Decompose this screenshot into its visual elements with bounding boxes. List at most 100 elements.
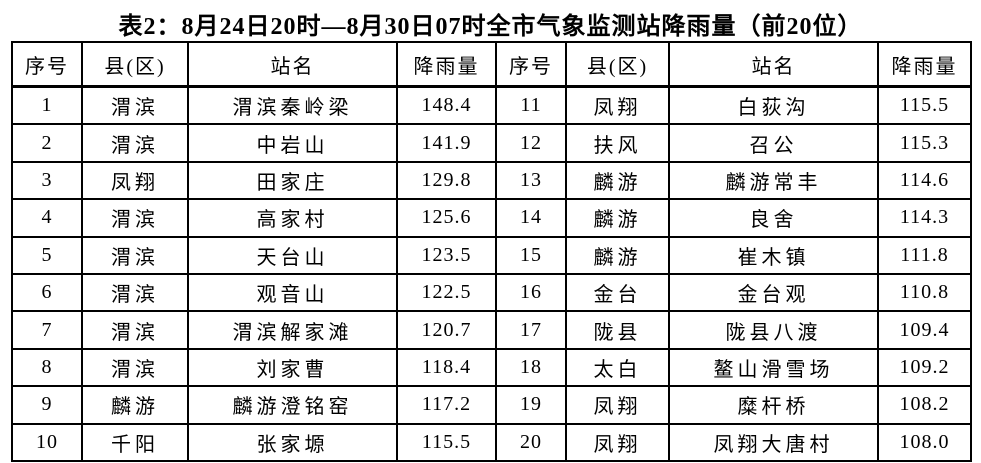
cell-rainfall: 110.8	[877, 272, 972, 313]
col-header-no-left: 序号	[11, 41, 83, 88]
cell-no: 5	[11, 235, 83, 275]
cell-rainfall: 114.3	[877, 198, 972, 238]
cell-station: 天台山	[187, 235, 398, 275]
cell-station: 鳌山滑雪场	[668, 347, 879, 388]
cell-rainfall: 111.8	[877, 235, 972, 275]
cell-station: 张家塬	[187, 422, 398, 463]
cell-no: 19	[495, 385, 567, 425]
table-row: 5 渭滨 天台山 123.5 15 麟游 崔木镇 111.8	[11, 235, 972, 275]
cell-rainfall: 108.0	[877, 422, 972, 463]
cell-county: 渭滨	[81, 123, 189, 163]
col-header-station-left: 站名	[187, 41, 398, 88]
col-header-no-right: 序号	[495, 41, 567, 88]
cell-no: 1	[11, 85, 83, 126]
cell-no: 9	[11, 385, 83, 425]
cell-station: 麟游澄铭窑	[187, 385, 398, 425]
cell-county: 金台	[565, 272, 670, 313]
cell-no: 8	[11, 347, 83, 388]
cell-rainfall: 148.4	[396, 85, 497, 126]
cell-rainfall: 109.2	[877, 347, 972, 388]
col-header-station-right: 站名	[668, 41, 879, 88]
table-row: 10 千阳 张家塬 115.5 20 凤翔 凤翔大唐村 108.0	[11, 422, 972, 463]
cell-station: 白荻沟	[668, 85, 879, 126]
cell-station: 刘家曹	[187, 347, 398, 388]
cell-no: 3	[11, 160, 83, 201]
cell-no: 14	[495, 198, 567, 238]
cell-county: 渭滨	[81, 198, 189, 238]
cell-county: 麟游	[81, 385, 189, 425]
cell-rainfall: 122.5	[396, 272, 497, 313]
cell-station: 田家庄	[187, 160, 398, 201]
cell-no: 20	[495, 422, 567, 463]
cell-station: 良舍	[668, 198, 879, 238]
page-title: 表2：8月24日20时—8月30日07时全市气象监测站降雨量（前20位）	[118, 14, 863, 40]
cell-rainfall: 141.9	[396, 123, 497, 163]
cell-no: 13	[495, 160, 567, 201]
cell-county: 凤翔	[565, 422, 670, 463]
cell-county: 凤翔	[565, 85, 670, 126]
cell-rainfall: 118.4	[396, 347, 497, 388]
cell-rainfall: 115.5	[877, 85, 972, 126]
cell-county: 凤翔	[565, 385, 670, 425]
cell-station: 中岩山	[187, 123, 398, 163]
cell-county: 渭滨	[81, 347, 189, 388]
cell-rainfall: 123.5	[396, 235, 497, 275]
cell-no: 2	[11, 123, 83, 163]
cell-county: 渭滨	[81, 310, 189, 350]
cell-rainfall: 120.7	[396, 310, 497, 350]
cell-county: 陇县	[565, 310, 670, 350]
cell-county: 麟游	[565, 160, 670, 201]
table-header-row: 序号 县(区) 站名 降雨量 序号 县(区) 站名 降雨量	[11, 41, 972, 88]
cell-station: 陇县八渡	[668, 310, 879, 350]
cell-station: 崔木镇	[668, 235, 879, 275]
cell-rainfall: 114.6	[877, 160, 972, 201]
cell-rainfall: 108.2	[877, 385, 972, 425]
cell-no: 12	[495, 123, 567, 163]
cell-county: 千阳	[81, 422, 189, 463]
cell-no: 18	[495, 347, 567, 388]
table-row: 6 渭滨 观音山 122.5 16 金台 金台观 110.8	[11, 272, 972, 313]
table-row: 9 麟游 麟游澄铭窑 117.2 19 凤翔 糜杆桥 108.2	[11, 385, 972, 425]
col-header-county-left: 县(区)	[81, 41, 189, 88]
cell-no: 15	[495, 235, 567, 275]
cell-station: 渭滨解家滩	[187, 310, 398, 350]
cell-station: 凤翔大唐村	[668, 422, 879, 463]
cell-station: 召公	[668, 123, 879, 163]
cell-station: 糜杆桥	[668, 385, 879, 425]
col-header-rainfall-left: 降雨量	[396, 41, 497, 88]
table-row: 7 渭滨 渭滨解家滩 120.7 17 陇县 陇县八渡 109.4	[11, 310, 972, 350]
cell-station: 观音山	[187, 272, 398, 313]
col-header-rainfall-right: 降雨量	[877, 41, 972, 88]
cell-station: 金台观	[668, 272, 879, 313]
cell-rainfall: 125.6	[396, 198, 497, 238]
cell-station: 高家村	[187, 198, 398, 238]
cell-no: 6	[11, 272, 83, 313]
cell-rainfall: 117.2	[396, 385, 497, 425]
cell-no: 11	[495, 85, 567, 126]
cell-county: 渭滨	[81, 85, 189, 126]
col-header-county-right: 县(区)	[565, 41, 670, 88]
table-row: 3 凤翔 田家庄 129.8 13 麟游 麟游常丰 114.6	[11, 160, 972, 201]
cell-county: 麟游	[565, 198, 670, 238]
cell-county: 麟游	[565, 235, 670, 275]
cell-station: 麟游常丰	[668, 160, 879, 201]
cell-no: 17	[495, 310, 567, 350]
cell-county: 凤翔	[81, 160, 189, 201]
cell-no: 4	[11, 198, 83, 238]
cell-station: 渭滨秦岭梁	[187, 85, 398, 126]
cell-county: 渭滨	[81, 272, 189, 313]
table-row: 8 渭滨 刘家曹 118.4 18 太白 鳌山滑雪场 109.2	[11, 347, 972, 388]
cell-rainfall: 115.5	[396, 422, 497, 463]
cell-county: 扶风	[565, 123, 670, 163]
table-row: 2 渭滨 中岩山 141.9 12 扶风 召公 115.3	[11, 123, 972, 163]
cell-rainfall: 115.3	[877, 123, 972, 163]
cell-county: 渭滨	[81, 235, 189, 275]
cell-rainfall: 109.4	[877, 310, 972, 350]
table-row: 1 渭滨 渭滨秦岭梁 148.4 11 凤翔 白荻沟 115.5	[11, 85, 972, 126]
cell-no: 16	[495, 272, 567, 313]
rainfall-table: 序号 县(区) 站名 降雨量 序号 县(区) 站名 降雨量 1 渭滨 渭滨秦岭梁…	[11, 41, 972, 463]
cell-no: 7	[11, 310, 83, 350]
cell-rainfall: 129.8	[396, 160, 497, 201]
cell-no: 10	[11, 422, 83, 463]
table-row: 4 渭滨 高家村 125.6 14 麟游 良舍 114.3	[11, 198, 972, 238]
